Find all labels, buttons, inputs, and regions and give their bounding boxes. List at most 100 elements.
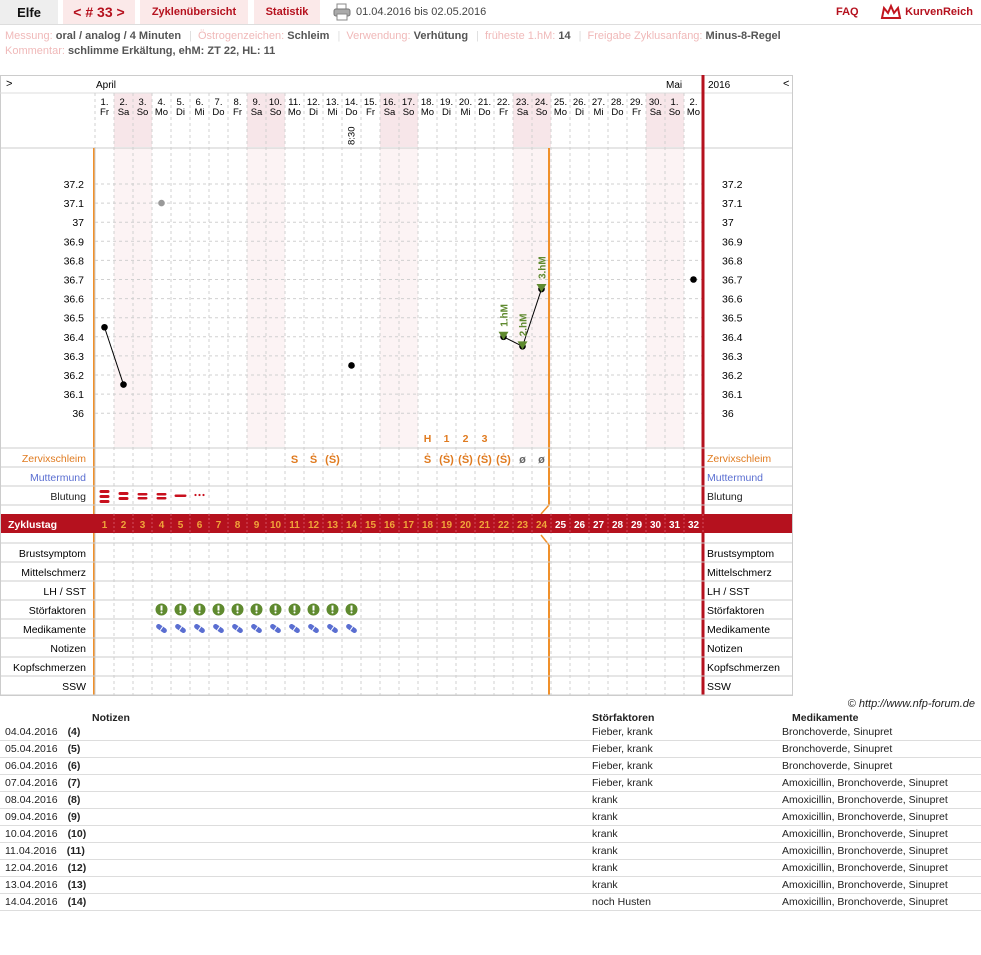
temperature-point[interactable] (158, 199, 165, 207)
cycle-day-number: 28 (612, 520, 624, 531)
hm-triangle (498, 331, 509, 340)
temp-line (503, 336, 523, 347)
cycle-meta-line1: Messung: oral / analog / 4 Minuten | Östr… (5, 30, 781, 42)
faq-link[interactable]: FAQ (836, 6, 859, 18)
note-date: 05.04.2016 (5) (0, 740, 592, 758)
mucus-symbol: (Ṡ) (496, 453, 511, 466)
brand-name: KurvenReich (905, 6, 973, 18)
print-icon[interactable] (333, 0, 351, 25)
y-tick-label-right: 36.8 (722, 255, 743, 267)
notes-row: 09.04.2016 (9) krank Amoxicillin, Bronchove… (0, 808, 981, 826)
weekend-shade (380, 93, 399, 147)
row-label-left: Muttermund (30, 472, 86, 484)
weekday-label: Mi (194, 107, 204, 118)
temperature-point[interactable] (690, 276, 697, 283)
disturbance-icon-dot (274, 611, 277, 614)
y-tick-label-right: 36.3 (722, 351, 743, 363)
notes-row: 14.04.2016 (14) noch Husten Amoxicillin, Br… (0, 893, 981, 911)
day-number-label: 3. (139, 97, 147, 108)
scroll-left-button: > (6, 78, 12, 90)
temperature-point[interactable] (101, 323, 108, 331)
weekday-label: Mo (554, 107, 567, 118)
weekday-label: Mi (327, 107, 337, 118)
notes-row: 05.04.2016 (5) Fieber, krank Bronchoverde, … (0, 740, 981, 758)
medication-pill-split (254, 626, 259, 631)
cycle-day-number: 7 (216, 520, 222, 531)
tab-statistik[interactable]: Statistik (254, 0, 320, 25)
cycle-end-line (540, 504, 550, 515)
kommentar-value: schlimme Erkältung, ehM: ZT 22, HL: 11 (67, 45, 276, 57)
note-date-text: 10.04.2016 (5, 828, 58, 840)
note-date: 14.04.2016 (14) (0, 893, 592, 911)
y-tick-label: 36 (72, 408, 84, 420)
y-tick-label: 36.4 (64, 332, 85, 344)
weekday-label: Di (575, 107, 584, 118)
disturbance-icon-dot (160, 611, 163, 614)
weekend-shade (399, 93, 418, 147)
weekend-shade (247, 93, 266, 147)
day-number-label: 11. (288, 97, 301, 108)
row-label-left: Mittelschmerz (21, 567, 86, 579)
row-label-right: SSW (707, 681, 731, 693)
weekday-label: Mo (687, 107, 700, 118)
med-header: Medikamente (792, 711, 859, 724)
row-label-right: Störfaktoren (707, 605, 764, 617)
cycle-day-number: 15 (365, 520, 377, 531)
cycle-day-number: 30 (650, 520, 662, 531)
temperature-point[interactable] (348, 362, 355, 369)
bleeding-mark (156, 493, 167, 496)
note-date-text: 11.04.2016 (5, 845, 57, 857)
row-label-left: SSW (62, 681, 86, 693)
notes-row: 12.04.2016 (12) krank Amoxicillin, Bronchov… (0, 859, 981, 877)
cycle-day-number: 6 (197, 520, 203, 531)
notes-row: 10.04.2016 (10) krank Amoxicillin, Bronchov… (0, 825, 981, 843)
day-number-label: 30. (649, 97, 662, 108)
notes-row: 04.04.2016 (4) Fieber, krank Bronchoverde, … (0, 724, 981, 741)
cycle-day-number: 12 (308, 520, 320, 531)
cycle-day-number: 18 (422, 520, 434, 531)
note-medikament: Amoxicillin, Bronchoverde, Sinupret (777, 808, 981, 826)
weekday-label: Sa (517, 107, 529, 118)
medication-pill-split (349, 626, 354, 631)
day-number-label: 13. (326, 97, 339, 108)
notes-row: 11.04.2016 (11) krank Amoxicillin, Bronchov… (0, 842, 981, 860)
weekday-label: So (669, 107, 681, 118)
cycle-nav[interactable]: < # 33 > (63, 0, 135, 25)
note-medikament: Amoxicillin, Bronchoverde, Sinupret (777, 825, 981, 843)
day-number-label: 23. (516, 97, 529, 108)
note-date: 07.04.2016 (7) (0, 774, 592, 792)
y-tick-label: 36.2 (64, 370, 85, 382)
bleeding-mark (118, 497, 129, 500)
note-medikament: Amoxicillin, Bronchoverde, Sinupret (777, 791, 981, 809)
brand-logo[interactable]: KurvenReich (880, 0, 980, 25)
note-cycle-day: (8) (67, 794, 81, 806)
copyright: © http://www.nfp-forum.de (847, 698, 975, 710)
cycle-day-number: 14 (346, 520, 358, 531)
note-stoerfaktor: Fieber, krank (592, 774, 777, 792)
cycle-day-number: 5 (178, 520, 184, 531)
disturbance-icon-mark (198, 605, 201, 611)
verwendung-value: Verhütung (413, 30, 469, 42)
cycle-day-number: 25 (555, 520, 567, 531)
mucus-symbol: (Ṡ) (325, 453, 340, 466)
mucus-symbol: (Ṡ) (477, 453, 492, 466)
note-medikament: Bronchoverde, Sinupret (777, 757, 981, 775)
tab-zyklenuebersicht[interactable]: Zyklenübersicht (140, 0, 248, 25)
scroll-right-button: < (783, 78, 789, 90)
row-label-right: Zervixschleim (707, 453, 771, 465)
note-medikament: Amoxicillin, Bronchoverde, Sinupret (777, 859, 981, 877)
kommentar-label: Kommentar: (5, 45, 65, 57)
mucus-peak-label: 3 (482, 433, 488, 445)
note-stoerfaktor: krank (592, 825, 777, 843)
bleeding-mark (137, 497, 148, 500)
day-number-label: 29. (630, 97, 643, 108)
weekend-shade (247, 148, 266, 447)
temperature-point[interactable] (120, 381, 127, 388)
day-number-label: 21. (478, 97, 491, 108)
note-stoerfaktor: krank (592, 808, 777, 826)
day-number-label: 10. (269, 97, 282, 108)
y-tick-label-right: 36.4 (722, 332, 743, 344)
day-number-label: 2. (690, 97, 698, 108)
note-cycle-day: (11) (66, 845, 85, 857)
weekday-label: Di (309, 107, 318, 118)
